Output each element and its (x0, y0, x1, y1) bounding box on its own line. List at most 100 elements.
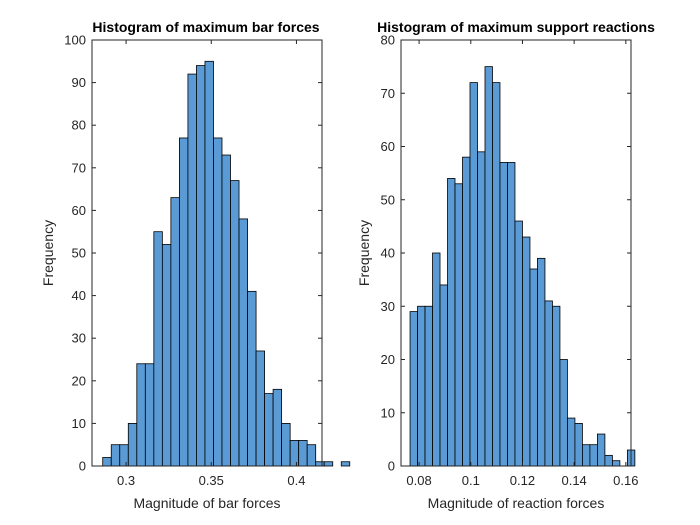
y-tick-label: 40 (72, 288, 86, 303)
histogram-bar (323, 461, 334, 467)
histogram-bar (119, 444, 129, 467)
histogram-bar (221, 154, 231, 467)
histogram-bar (247, 290, 257, 467)
histogram-bar (424, 305, 433, 467)
y-tick-label: 0 (388, 459, 395, 474)
chart-title: Histogram of maximum bar forces (92, 19, 319, 35)
histogram-bar (589, 444, 598, 467)
y-tick-label: 60 (72, 203, 86, 218)
histogram-bar (127, 422, 138, 467)
x-tick-label: 0.16 (613, 473, 638, 488)
y-tick-label: 70 (72, 160, 86, 175)
y-tick-label: 90 (72, 75, 86, 90)
y-tick-label: 20 (72, 373, 86, 388)
histogram-bar (110, 444, 121, 467)
histogram-bar (161, 244, 172, 467)
histogram-bar (447, 178, 456, 467)
histogram-bar (597, 433, 606, 467)
histogram-bar (582, 444, 591, 467)
x-tick-label: 0.3 (117, 473, 135, 488)
histogram-bar (144, 363, 155, 467)
x-axis-label: Magnitude of bar forces (133, 495, 280, 511)
histogram-bar (187, 73, 197, 467)
histogram-bar (178, 137, 189, 467)
y-tick-label: 30 (72, 331, 86, 346)
histogram-bar (559, 359, 568, 467)
histogram-bar (417, 305, 426, 467)
histogram-bar (153, 231, 163, 467)
histogram-bar (289, 440, 300, 467)
histogram-bar (281, 422, 291, 467)
y-tick-label: 60 (381, 139, 395, 154)
histogram-bar (439, 284, 448, 467)
y-tick-label: 50 (381, 192, 395, 207)
histogram-bar (529, 268, 538, 467)
chart-title: Histogram of maximum support reactions (377, 19, 655, 35)
histogram-bar (230, 180, 240, 467)
histogram-bar (499, 162, 508, 467)
histogram-bar (306, 444, 317, 467)
y-tick-label: 70 (381, 86, 395, 101)
histogram-bar (537, 257, 546, 467)
y-tick-label: 100 (64, 33, 86, 48)
histogram-bar (604, 454, 613, 467)
y-tick-label: 40 (381, 246, 395, 261)
x-tick-label: 0.35 (199, 473, 224, 488)
histogram-bar (204, 60, 214, 467)
x-tick-label: 0.1 (462, 473, 480, 488)
histogram-bar (298, 440, 308, 467)
histogram-bar (492, 82, 501, 467)
histogram-bar (340, 461, 351, 467)
chart-support-reactions: Histogram of maximum support reactions 0… (356, 19, 655, 511)
y-tick-label: 50 (72, 246, 86, 261)
x-tick-label: 0.14 (561, 473, 586, 488)
histogram-bar (136, 363, 146, 467)
y-axis-label: Frequency (40, 220, 56, 286)
y-tick-label: 20 (381, 352, 395, 367)
histogram-bar (611, 460, 621, 467)
histogram-bar (196, 65, 206, 467)
y-tick-label: 80 (381, 33, 395, 48)
histogram-bar (238, 218, 248, 467)
y-axis-label: Frequency (356, 220, 372, 286)
histogram-bar (544, 300, 553, 467)
histogram-bar (409, 311, 418, 467)
histogram-bar (432, 252, 441, 467)
y-tick-label: 0 (79, 459, 86, 474)
histogram-bar (552, 305, 561, 467)
y-tick-label: 10 (72, 416, 86, 431)
histogram-bar (514, 220, 523, 467)
x-tick-label: 0.4 (287, 473, 305, 488)
histogram-bar (255, 350, 265, 467)
plot-frame (400, 39, 632, 467)
histogram-bar (574, 422, 583, 467)
histogram-bar (272, 388, 283, 467)
y-tick-label: 10 (381, 405, 395, 420)
x-tick-label: 0.08 (406, 473, 431, 488)
histogram-bar (454, 183, 463, 467)
y-tick-label: 30 (381, 299, 395, 314)
chart-bar-forces: Histogram of maximum bar forces 0.3 0.35 0… (40, 19, 351, 511)
y-axis-ticks: 0 10 20 30 40 50 60 70 80 90 100 (64, 33, 322, 474)
x-axis-ticks: 0.3 0.35 0.4 (117, 40, 305, 488)
histogram-bar (462, 156, 471, 467)
histogram-bar (522, 236, 531, 467)
y-tick-label: 80 (72, 118, 86, 133)
histogram-bar (469, 82, 478, 467)
histogram-bar (213, 137, 223, 467)
histogram-bar (170, 197, 180, 467)
histogram-bar (507, 162, 516, 467)
x-axis-ticks: 0.08 0.1 0.12 0.14 0.16 (406, 40, 638, 488)
histogram-bar (102, 457, 112, 467)
histogram-bar (315, 461, 325, 467)
plot-frame (91, 39, 323, 467)
histogram-bar (264, 393, 274, 467)
histogram-bar (477, 151, 486, 467)
x-axis-label: Magnitude of reaction forces (428, 495, 605, 511)
y-axis-ticks: 0 10 20 30 40 50 60 70 80 (381, 33, 631, 474)
x-tick-label: 0.12 (510, 473, 535, 488)
histogram-bar (484, 66, 493, 467)
histogram-bar (567, 417, 576, 467)
